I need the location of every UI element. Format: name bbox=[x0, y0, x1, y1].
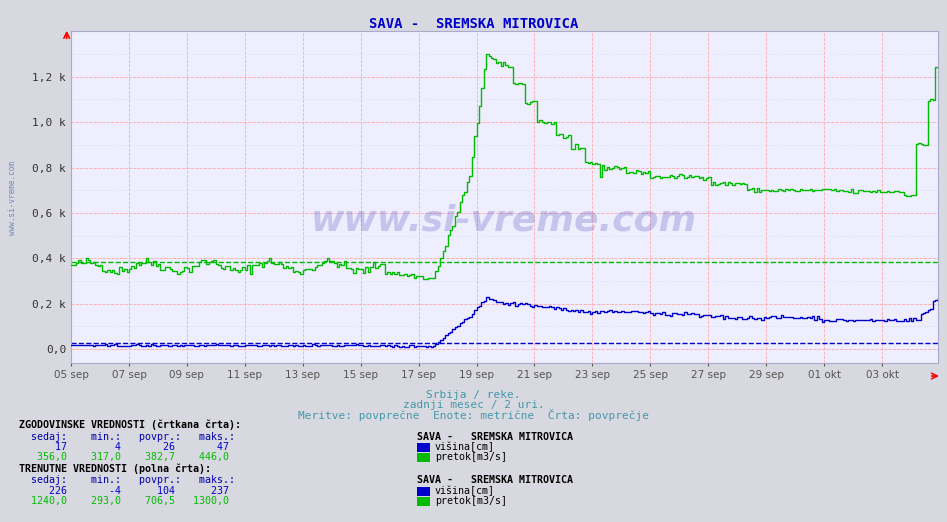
Text: 17        4       26       47: 17 4 26 47 bbox=[19, 442, 229, 452]
Text: TRENUTNE VREDNOSTI (polna črta):: TRENUTNE VREDNOSTI (polna črta): bbox=[19, 464, 211, 474]
Text: pretok[m3/s]: pretok[m3/s] bbox=[435, 496, 507, 506]
Text: višina[cm]: višina[cm] bbox=[435, 442, 494, 452]
Text: pretok[m3/s]: pretok[m3/s] bbox=[435, 453, 507, 462]
Text: www.si-vreme.com: www.si-vreme.com bbox=[8, 161, 17, 235]
Text: SAVA -  SREMSKA MITROVICA: SAVA - SREMSKA MITROVICA bbox=[368, 17, 579, 31]
Text: Meritve: povprečne  Enote: metrične  Črta: povprečje: Meritve: povprečne Enote: metrične Črta:… bbox=[298, 409, 649, 421]
Text: SAVA -   SREMSKA MITROVICA: SAVA - SREMSKA MITROVICA bbox=[417, 476, 573, 485]
Text: ZGODOVINSKE VREDNOSTI (črtkana črta):: ZGODOVINSKE VREDNOSTI (črtkana črta): bbox=[19, 420, 241, 430]
Text: višina[cm]: višina[cm] bbox=[435, 485, 494, 496]
Text: 356,0    317,0    382,7    446,0: 356,0 317,0 382,7 446,0 bbox=[19, 453, 229, 462]
Text: 1240,0    293,0    706,5   1300,0: 1240,0 293,0 706,5 1300,0 bbox=[19, 496, 229, 506]
Text: sedaj:    min.:   povpr.:   maks.:: sedaj: min.: povpr.: maks.: bbox=[19, 476, 235, 485]
Text: www.si-vreme.com: www.si-vreme.com bbox=[312, 203, 697, 238]
Text: 226       -4      104      237: 226 -4 104 237 bbox=[19, 486, 229, 496]
Text: sedaj:    min.:   povpr.:   maks.:: sedaj: min.: povpr.: maks.: bbox=[19, 432, 235, 442]
Text: SAVA -   SREMSKA MITROVICA: SAVA - SREMSKA MITROVICA bbox=[417, 432, 573, 442]
Text: zadnji mesec / 2 uri.: zadnji mesec / 2 uri. bbox=[402, 400, 545, 410]
Text: Srbija / reke.: Srbija / reke. bbox=[426, 390, 521, 400]
